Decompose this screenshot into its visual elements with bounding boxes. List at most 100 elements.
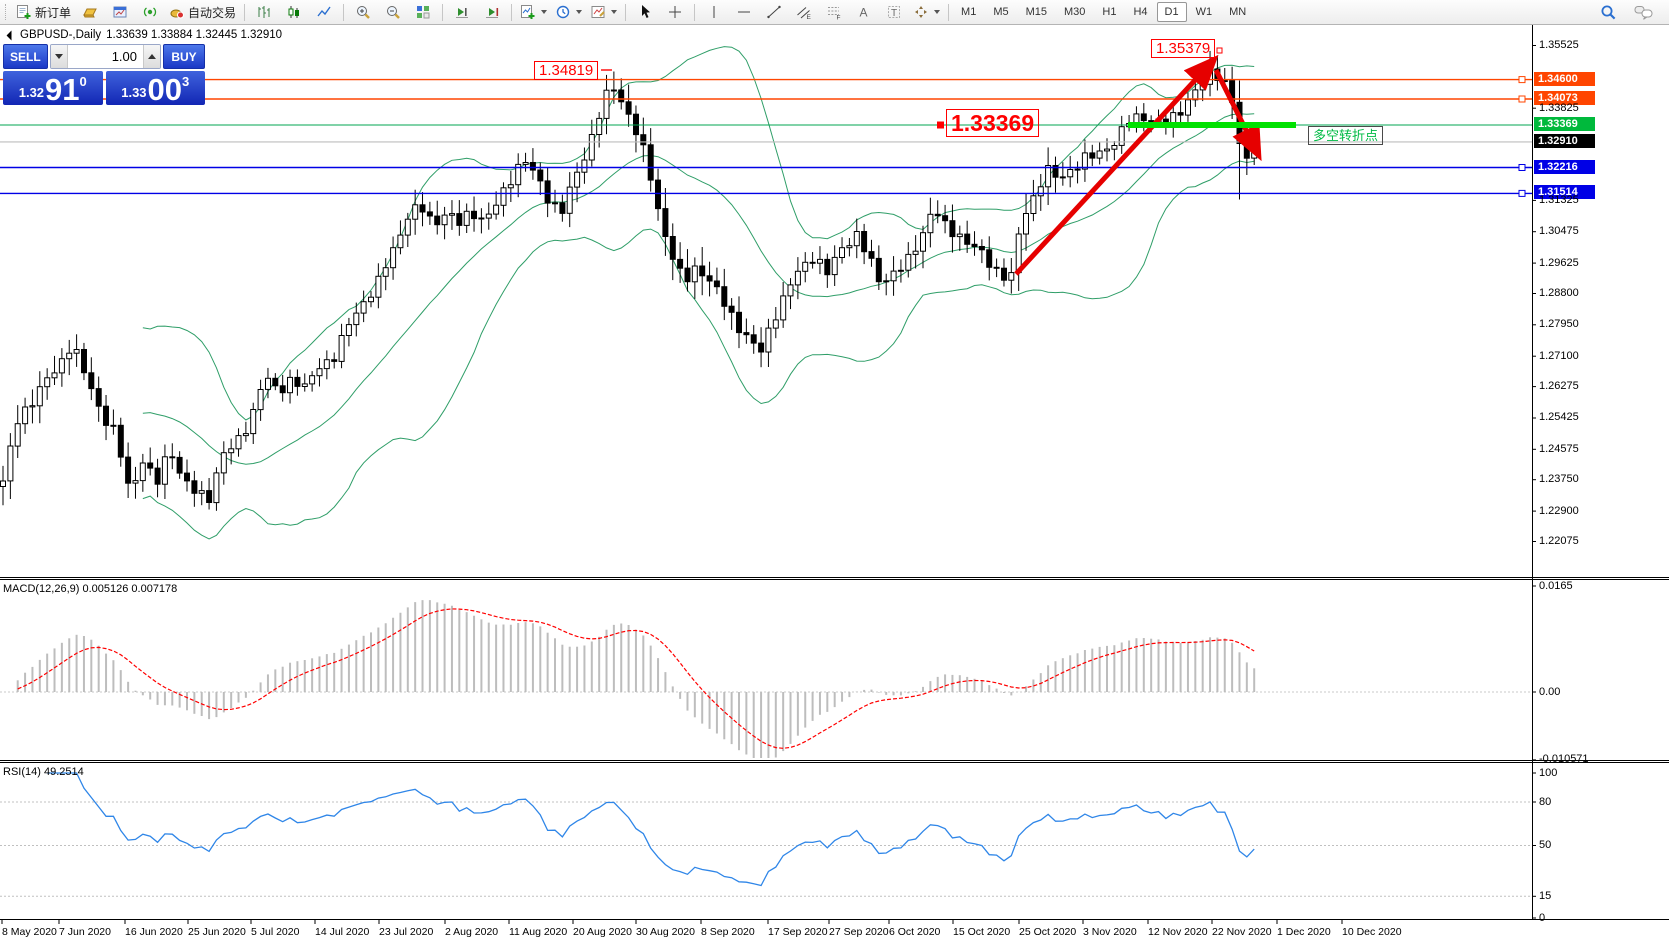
- volume-input[interactable]: 1.00: [111, 49, 137, 64]
- bar-chart-icon: [258, 6, 270, 18]
- market-watch-icon: [83, 8, 97, 18]
- text-button[interactable]: A: [849, 1, 879, 24]
- tile-windows-icon: [417, 6, 430, 19]
- fibonacci-button[interactable]: F: [819, 1, 849, 24]
- svg-text:A: A: [860, 6, 868, 20]
- text-label-button[interactable]: T: [879, 1, 909, 24]
- buy-price-sup: 3: [182, 74, 190, 89]
- pivot-note-label[interactable]: 多空转折点: [1308, 126, 1384, 145]
- horizontal-line-button[interactable]: [729, 1, 759, 24]
- toolbar-separator: [442, 3, 444, 21]
- svg-text:T: T: [891, 8, 897, 19]
- text-label-icon: T: [888, 6, 901, 19]
- market-watch-button[interactable]: [75, 1, 105, 24]
- buy-price[interactable]: 1.33 00 3: [105, 71, 205, 107]
- timeframe-bar: M1 M5 M15 M30 H1 H4 D1 W1 MN: [953, 2, 1254, 22]
- toolbar-separator: [625, 3, 627, 21]
- zoom-out-button[interactable]: [378, 1, 408, 24]
- chart-shift-button[interactable]: [477, 1, 507, 24]
- search-button[interactable]: [1593, 1, 1623, 24]
- sell-price-small: 1.32: [18, 85, 45, 100]
- chart-shift-icon: [486, 8, 499, 18]
- tile-windows-button[interactable]: [408, 1, 438, 24]
- price-label-133369[interactable]: 1.33369: [946, 109, 1040, 137]
- templates-icon: [591, 6, 605, 18]
- search-icon: [1601, 5, 1615, 19]
- vertical-line-button[interactable]: [699, 1, 729, 24]
- toolbar-separator: [694, 3, 696, 21]
- toolbar-separator: [343, 3, 345, 21]
- timeframe-button-d1[interactable]: D1: [1156, 2, 1187, 22]
- sell-button[interactable]: SELL: [3, 44, 48, 69]
- volume-spinner: 1.00: [49, 44, 161, 69]
- arrows-icon: [915, 6, 928, 18]
- volume-increase-button[interactable]: [143, 45, 160, 68]
- arrows-button[interactable]: [909, 1, 944, 24]
- timeframe-button-h1[interactable]: H1: [1102, 6, 1117, 18]
- chat-icon: [1634, 6, 1653, 20]
- signals-button[interactable]: [135, 1, 165, 24]
- dropdown-caret: [541, 10, 548, 14]
- chart-ohlc: 1.33639 1.33884 1.32445 1.32910: [106, 29, 283, 41]
- chart-window-button[interactable]: [105, 1, 135, 24]
- timeframe-button-m5[interactable]: M5: [993, 6, 1009, 18]
- price-label-135379[interactable]: 1.35379: [1151, 39, 1216, 58]
- chat-button[interactable]: [1629, 1, 1659, 24]
- crosshair-button[interactable]: [660, 1, 690, 24]
- timeframe-button-h4[interactable]: H4: [1133, 6, 1148, 18]
- svg-text:F: F: [837, 15, 841, 21]
- zoom-out-icon: [387, 6, 400, 19]
- auto-trading-icon: [170, 9, 185, 19]
- macd-indicator-label: MACD(12,26,9) 0.005126 0.007178: [3, 583, 178, 595]
- indicators-icon: [521, 5, 535, 19]
- buy-price-big: 00: [147, 72, 183, 107]
- auto-trading-button[interactable]: 自动交易: [165, 1, 240, 24]
- timeframe-button-m1[interactable]: M1: [961, 6, 977, 18]
- indicators-button[interactable]: [516, 1, 551, 24]
- line-chart-button[interactable]: [309, 1, 339, 24]
- bar-chart-button[interactable]: [249, 1, 279, 24]
- auto-scroll-button[interactable]: [447, 1, 477, 24]
- timeframe-button-mn[interactable]: MN: [1229, 6, 1247, 18]
- toolbar-separator: [948, 3, 950, 21]
- sell-price-big: 91: [45, 72, 80, 107]
- equidistant-channel-button[interactable]: E: [789, 1, 819, 24]
- horizontal-line-icon: [738, 11, 751, 13]
- cursor-button[interactable]: [630, 1, 660, 24]
- auto-trading-label: 自动交易: [188, 5, 237, 20]
- volume-decrease-button[interactable]: [50, 45, 68, 68]
- sell-price[interactable]: 1.32 91 0: [3, 71, 103, 105]
- line-chart-icon: [317, 6, 331, 17]
- chart-window-icon: [113, 6, 127, 18]
- fibonacci-icon: F: [828, 7, 841, 21]
- timeframe-button-w1[interactable]: W1: [1195, 6, 1213, 18]
- zoom-in-button[interactable]: [348, 1, 378, 24]
- toolbar: 新订单 自动交易: [0, 0, 1669, 25]
- dropdown-caret: [934, 10, 941, 14]
- timeframe-button-m30[interactable]: M30: [1064, 6, 1086, 18]
- buy-button[interactable]: BUY: [163, 44, 205, 69]
- timeframe-button-m15[interactable]: M15: [1025, 6, 1047, 18]
- templates-button[interactable]: [586, 1, 621, 24]
- rsi-indicator-label: RSI(14) 49.2514: [3, 766, 84, 778]
- new-order-label: 新订单: [35, 5, 72, 20]
- toolbar-grip: [5, 4, 9, 20]
- sell-price-sup: 0: [79, 74, 87, 89]
- candlestick-chart-icon: [288, 6, 300, 18]
- one-click-trading-panel: SELL 1.00 BUY 1.32 91 0 1.33 00 3: [3, 44, 205, 105]
- svg-text:E: E: [807, 14, 812, 20]
- trendline-icon: [767, 5, 781, 19]
- price-label-134819[interactable]: 1.34819: [534, 61, 599, 80]
- dropdown-caret: [576, 10, 583, 14]
- toolbar-separator: [511, 3, 513, 21]
- text-icon: A: [860, 6, 868, 20]
- periods-button[interactable]: [551, 1, 586, 24]
- chart-symbol: GBPUSD-,Daily: [20, 29, 102, 41]
- buy-price-small: 1.33: [121, 85, 147, 100]
- new-order-button[interactable]: 新订单: [12, 1, 75, 24]
- signals-icon: [143, 7, 157, 17]
- candlestick-chart-button[interactable]: [279, 1, 309, 24]
- crosshair-icon: [669, 6, 682, 18]
- trendline-button[interactable]: [759, 1, 789, 24]
